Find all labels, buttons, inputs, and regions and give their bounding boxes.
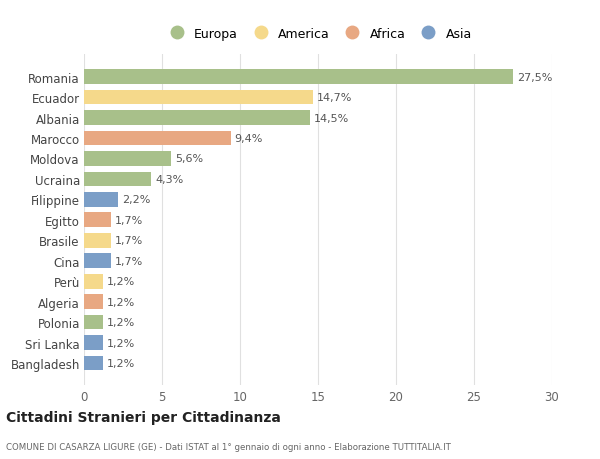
Text: Cittadini Stranieri per Cittadinanza: Cittadini Stranieri per Cittadinanza [6,411,281,425]
Text: 1,2%: 1,2% [107,358,135,368]
Text: 9,4%: 9,4% [235,134,263,144]
Bar [84,172,151,187]
Text: 5,6%: 5,6% [175,154,203,164]
Bar [84,274,103,289]
Text: 14,5%: 14,5% [314,113,349,123]
Bar [84,131,230,146]
Bar [84,233,110,248]
Text: 1,2%: 1,2% [107,277,135,286]
Bar [84,254,110,269]
Text: 14,7%: 14,7% [317,93,353,103]
Bar [84,356,103,370]
Bar [84,152,172,167]
Bar [84,315,103,330]
Bar [84,336,103,350]
Text: 1,7%: 1,7% [115,236,143,246]
Text: 27,5%: 27,5% [517,73,552,83]
Bar [84,111,310,126]
Text: 2,2%: 2,2% [122,195,151,205]
Text: 1,7%: 1,7% [115,256,143,266]
Bar [84,70,513,85]
Text: 1,2%: 1,2% [107,317,135,327]
Text: COMUNE DI CASARZA LIGURE (GE) - Dati ISTAT al 1° gennaio di ogni anno - Elaboraz: COMUNE DI CASARZA LIGURE (GE) - Dati IST… [6,442,451,451]
Text: 1,2%: 1,2% [107,338,135,348]
Text: 1,2%: 1,2% [107,297,135,307]
Text: 4,3%: 4,3% [155,174,183,185]
Bar [84,90,313,105]
Bar [84,193,118,207]
Bar [84,295,103,309]
Bar [84,213,110,228]
Text: 1,7%: 1,7% [115,215,143,225]
Legend: Europa, America, Africa, Asia: Europa, America, Africa, Asia [161,25,475,43]
